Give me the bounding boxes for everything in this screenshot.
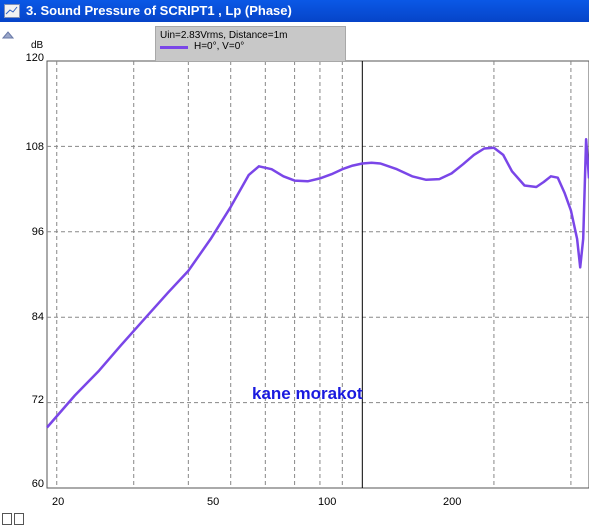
y-tick-label: 120 (25, 52, 44, 64)
y-tick-label: 72 (31, 394, 44, 406)
y-tick-label: 84 (31, 311, 44, 323)
window-title: 3. Sound Pressure of SCRIPT1 , Lp (Phase… (26, 3, 292, 18)
x-tick-label: 20 (52, 496, 65, 508)
scroll-up-icon[interactable] (2, 30, 14, 40)
chart-icon (4, 4, 20, 18)
y-tick-label: 60 (31, 478, 44, 490)
left-strip (0, 22, 20, 527)
legend: Uin=2.83Vrms, Distance=1m H=0°, V=0° (155, 26, 346, 62)
y-tick-label: 96 (31, 226, 44, 238)
legend-conditions: Uin=2.83Vrms, Distance=1m (160, 30, 288, 41)
grid-toggle-icon[interactable] (2, 513, 12, 525)
y-tick-label: 108 (25, 141, 44, 153)
plot-frame (46, 60, 589, 489)
watermark-text: kane morakot (252, 384, 363, 403)
y-axis-label: dB (31, 40, 44, 51)
legend-series-label: H=0°, V=0° (194, 41, 245, 52)
title-bar[interactable]: 3. Sound Pressure of SCRIPT1 , Lp (Phase… (0, 0, 589, 22)
x-tick-label: 50 (207, 496, 220, 508)
legend-swatch (160, 46, 188, 49)
response-curve (46, 138, 589, 429)
x-tick-label: 100 (318, 496, 337, 508)
close-curve-icon[interactable] (14, 513, 24, 525)
x-tick-label: 200 (443, 496, 462, 508)
bottom-toolbar (2, 513, 24, 525)
